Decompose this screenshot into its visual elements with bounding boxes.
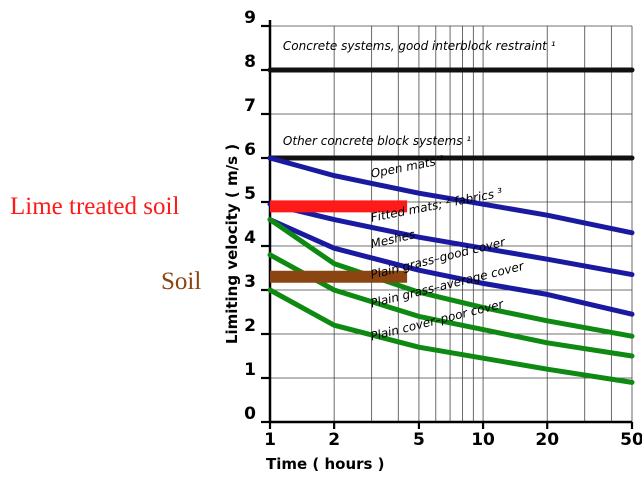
y-tick-label: 6 (244, 140, 256, 160)
x-tick-label: 50 (620, 430, 642, 450)
series-line (267, 252, 635, 359)
series-line (267, 155, 635, 236)
y-tick-label: 3 (244, 272, 256, 292)
y-axis-title: Limiting velocity ( m/s ) (223, 144, 241, 344)
series-label: Concrete systems, good interblock restra… (283, 39, 556, 53)
series-line (267, 287, 635, 385)
y-tick-label: 4 (244, 228, 256, 248)
y-tick-label: 0 (244, 404, 256, 424)
y-tick-label: 8 (244, 52, 256, 72)
y-tick-label: 2 (244, 316, 256, 336)
x-axis-title: Time ( hours ) (266, 455, 385, 473)
y-tick-label: 1 (244, 360, 256, 380)
x-tick-label: 10 (471, 430, 495, 450)
series-line (267, 217, 635, 317)
series-line (267, 201, 635, 278)
y-tick-label: 9 (244, 8, 256, 28)
series-line (267, 217, 635, 339)
lime-treated-soil-label: Lime treated soil (10, 193, 180, 220)
series-label: Other concrete block systems ¹ (283, 134, 471, 148)
x-tick-label: 1 (264, 430, 276, 450)
x-tick-label: 20 (535, 430, 559, 450)
series-lines (267, 67, 635, 385)
y-tick-label: 7 (244, 96, 256, 116)
soil-label: Soil (161, 268, 202, 295)
y-tick-label: 5 (244, 184, 256, 204)
x-tick-label: 5 (413, 430, 425, 450)
x-tick-label: 2 (328, 430, 340, 450)
highlight-bars (270, 200, 408, 283)
